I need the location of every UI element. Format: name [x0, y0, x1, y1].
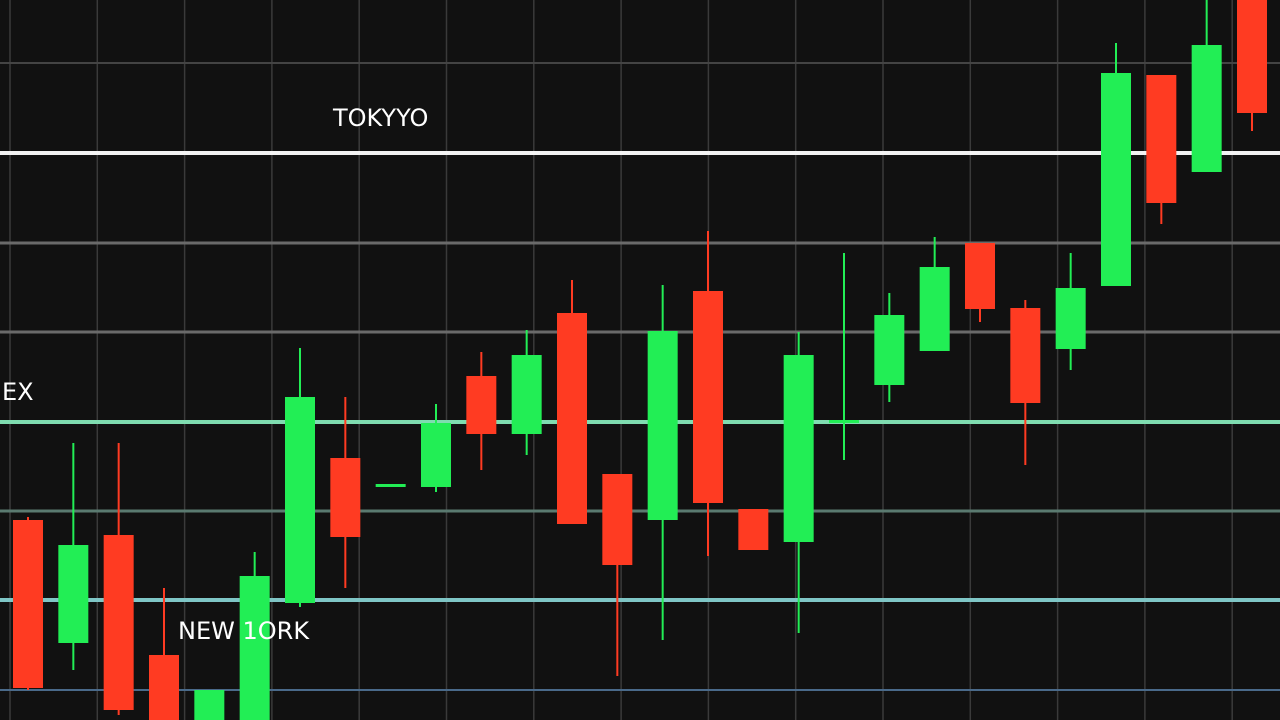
candle-body	[602, 474, 633, 565]
candle-body	[919, 267, 950, 351]
candle-body	[965, 243, 995, 309]
candle-body	[58, 545, 89, 643]
candle-body	[874, 315, 905, 385]
candle-body	[194, 690, 225, 720]
candle-body	[783, 355, 814, 542]
candle-body	[511, 355, 542, 434]
candle-body	[13, 520, 43, 688]
candle-body	[738, 509, 769, 550]
candle-body	[330, 458, 361, 537]
candle-body	[557, 313, 587, 524]
candle-body	[421, 423, 451, 487]
candle-body	[1237, 0, 1267, 113]
candle-body	[693, 291, 723, 503]
annotation: NEW 1ORK	[178, 617, 310, 645]
candle-body	[375, 484, 406, 487]
candle-body	[1010, 308, 1041, 403]
annotation: TOKYYO	[332, 104, 428, 132]
candles	[13, 0, 1267, 720]
candle-body	[829, 420, 859, 423]
candle-body	[239, 576, 270, 720]
candle-body	[1191, 45, 1222, 172]
candle-body	[1055, 288, 1086, 349]
candle-body	[285, 397, 315, 603]
annotation: EX	[2, 378, 34, 406]
candle-body	[1146, 75, 1177, 203]
candle-body	[1101, 73, 1131, 286]
candle-body	[103, 535, 134, 710]
candle-body	[466, 376, 497, 434]
candle-body	[647, 331, 678, 520]
candle-body	[149, 655, 179, 720]
